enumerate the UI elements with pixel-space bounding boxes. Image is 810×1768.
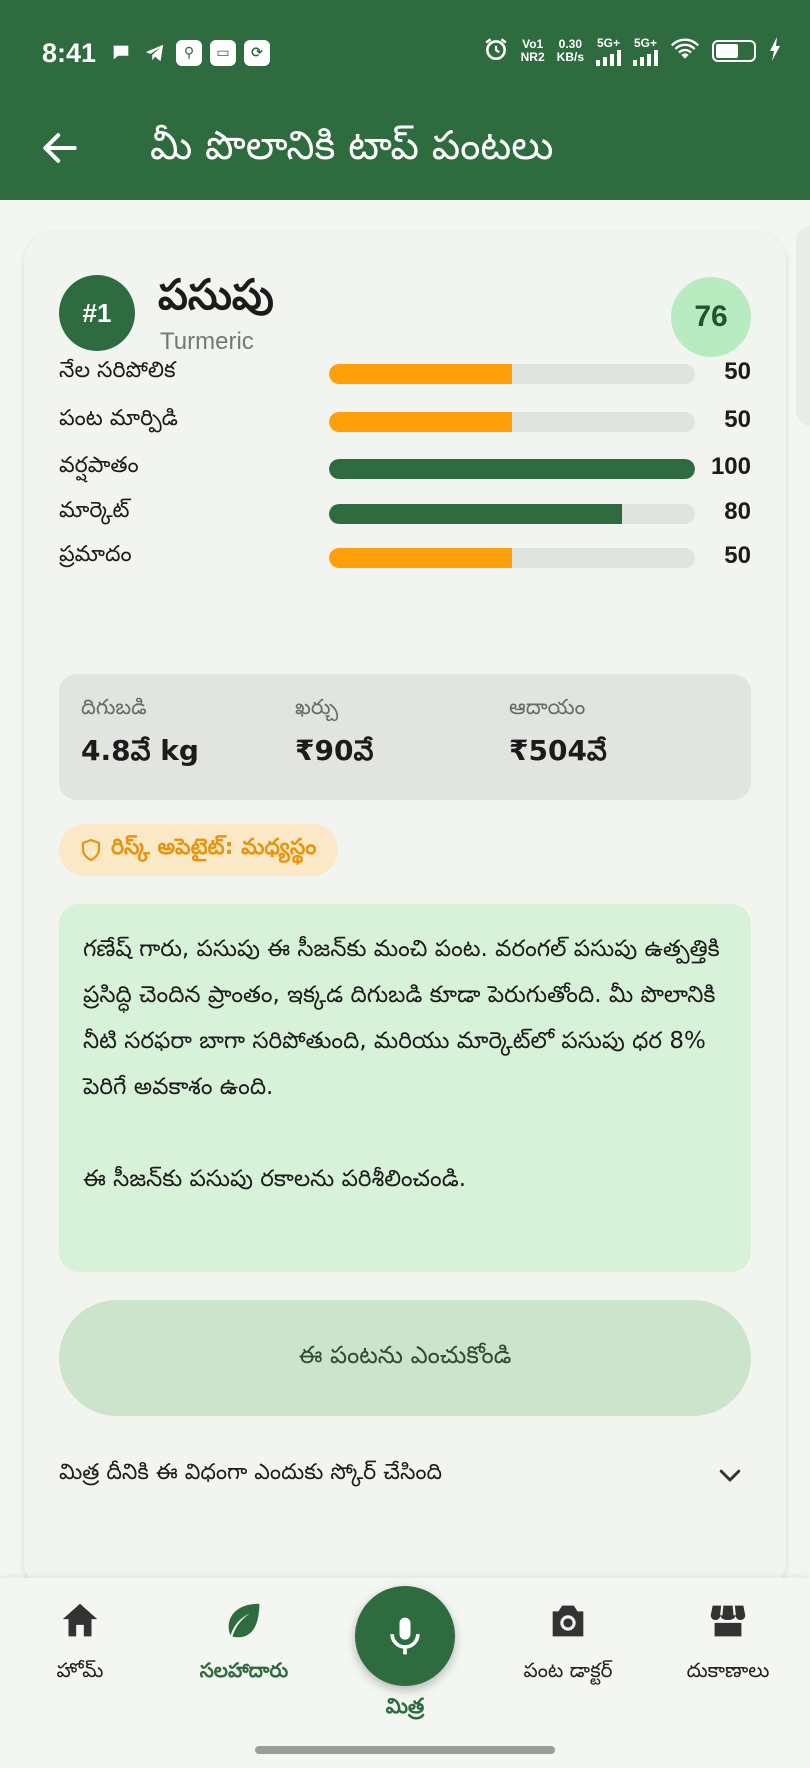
metric-label: ప్రమాదం xyxy=(59,542,132,567)
status-time: 8:41 xyxy=(42,38,97,68)
stat-value: ₹90వే xyxy=(295,734,374,767)
nav-advisor-label: సలహాదారు xyxy=(199,1658,289,1682)
signal-bars-icon xyxy=(633,49,658,66)
stat-cost: ఖర్చు ₹90వే xyxy=(295,692,373,768)
calendar-icon: ▭ xyxy=(210,40,236,66)
shield-icon xyxy=(81,838,101,862)
sim2-signal: 5G+ xyxy=(633,35,658,66)
sync-icon: ⟳ xyxy=(244,40,270,66)
sim1-label: 5G+ xyxy=(596,35,620,50)
metric-bar-fill xyxy=(329,364,512,384)
reason-paragraph: ఈ సీజన్‌కు పసుపు రకాలను పరిశీలించండి. xyxy=(83,1166,467,1192)
stat-label: దిగుబడి xyxy=(81,695,147,719)
metric-label: మార్కెట్ xyxy=(59,498,130,523)
net-top-text: Vo1 xyxy=(522,37,544,51)
metric-value: 80 xyxy=(724,498,751,525)
app-bar: మీ పొలానికి టాప్ పంటలు xyxy=(0,96,810,200)
metric-bar-track xyxy=(329,504,695,524)
store-icon xyxy=(710,1605,746,1637)
nav-shops[interactable]: దుకాణాలు xyxy=(668,1598,788,1684)
speed-unit: KB/s xyxy=(556,50,584,64)
nav-shops-label: దుకాణాలు xyxy=(686,1658,770,1682)
next-crop-card-peek[interactable] xyxy=(796,226,810,426)
nav-crop-doctor[interactable]: పంట డాక్టర్ xyxy=(500,1598,636,1684)
metric-bar-fill xyxy=(329,459,695,479)
score-explanation-label: మిత్ర దీనికి ఈ విధంగా ఎందుకు స్కోర్ చేసి… xyxy=(59,1460,443,1485)
metric-rainfall: వర్షపాతం 100 xyxy=(59,449,751,489)
metric-value: 50 xyxy=(724,406,751,433)
signal-bars-icon xyxy=(596,49,621,66)
battery-icon xyxy=(712,40,756,62)
stat-label: ఆదాయం xyxy=(509,695,586,719)
crop-name-english: Turmeric xyxy=(160,328,254,355)
speed-value: 0.30 xyxy=(558,37,582,51)
risk-appetite-text: రిస్క్ అపెటైట్: మధ్యస్థం xyxy=(111,835,317,860)
metric-bar-fill xyxy=(329,412,512,432)
reason-paragraph: గణేష్ గారు, పసుపు ఈ సీజన్‌కు మంచి పంట. వ… xyxy=(83,936,720,1100)
metric-bar-track xyxy=(329,412,695,432)
metric-bar-track xyxy=(329,364,695,384)
nav-mitra-label: మిత్ర xyxy=(385,1694,425,1718)
stat-value: 4.8వే kg xyxy=(81,734,199,767)
back-arrow-icon[interactable] xyxy=(38,126,82,170)
wifi-icon xyxy=(670,37,700,65)
stat-yield: దిగుబడి 4.8వే kg xyxy=(81,692,199,768)
leaf-icon xyxy=(228,1603,260,1638)
score-explanation-toggle[interactable]: మిత్ర దీనికి ఈ విధంగా ఎందుకు స్కోర్ చేసి… xyxy=(59,1446,751,1502)
status-indicators: Vo1 NR2 0.30 KB/s 5G+ 5G+ xyxy=(483,36,782,66)
charging-icon xyxy=(768,37,782,65)
chevron-down-icon xyxy=(719,1469,741,1482)
telegram-icon xyxy=(142,40,168,66)
net-bottom-text: NR2 xyxy=(520,50,545,64)
stat-income: ఆదాయం ₹504వే xyxy=(509,692,607,768)
metric-bar-track xyxy=(329,548,695,568)
microphone-icon xyxy=(390,1617,420,1655)
select-crop-button[interactable]: ఈ పంటను ఎంచుకోండి xyxy=(59,1300,751,1416)
metric-value: 50 xyxy=(724,358,751,385)
metric-market: మార్కెట్ 80 xyxy=(59,494,751,534)
sim2-label: 5G+ xyxy=(633,35,657,50)
metric-label: నేల సరిపోలిక xyxy=(59,358,176,383)
nav-advisor[interactable]: సలహాదారు xyxy=(176,1598,312,1684)
sim1-signal: 5G+ xyxy=(596,35,621,66)
recommendation-reason: గణేష్ గారు, పసుపు ఈ సీజన్‌కు మంచి పంట. వ… xyxy=(59,904,751,1272)
nav-crop-doctor-label: పంట డాక్టర్ xyxy=(523,1658,613,1682)
metric-label: పంట మార్పిడి xyxy=(59,406,178,431)
page-title: మీ పొలానికి టాప్ పంటలు xyxy=(150,123,554,169)
metric-risk: ప్రమాదం 50 xyxy=(59,538,751,578)
notification-icons: ⚲ ▭ ⟳ xyxy=(108,40,270,66)
risk-appetite-badge: రిస్క్ అపెటైట్: మధ్యస్థం xyxy=(59,824,339,876)
chat-bubble-icon xyxy=(108,40,134,66)
metric-bar-track xyxy=(329,459,695,479)
stat-value: ₹504వే xyxy=(509,734,607,767)
metric-value: 50 xyxy=(724,542,751,569)
network-indicator: Vo1 NR2 xyxy=(521,38,545,64)
stat-label: ఖర్చు xyxy=(295,695,339,719)
home-icon xyxy=(62,1603,98,1637)
gesture-home-indicator[interactable] xyxy=(255,1746,555,1754)
score-badge: 76 xyxy=(671,277,751,357)
status-bar: 8:41 ⚲ ▭ ⟳ Vo1 NR2 0.30 KB/s 5G+ 5G+ xyxy=(0,0,810,96)
rank-badge: #1 xyxy=(59,275,135,351)
metric-bar-fill xyxy=(329,504,622,524)
metric-label: వర్షపాతం xyxy=(59,453,139,478)
metric-value: 100 xyxy=(710,453,751,480)
camera-icon xyxy=(552,1605,584,1637)
crop-card: #1 పసుపు Turmeric 76 నేల సరిపోలిక 50 పంట… xyxy=(24,232,786,1592)
nav-home[interactable]: హోమ్ xyxy=(38,1598,122,1684)
alarm-icon xyxy=(483,36,509,66)
metric-bar-fill xyxy=(329,548,512,568)
crop-name: పసుపు xyxy=(158,270,274,319)
metric-crop-rotation: పంట మార్పిడి 50 xyxy=(59,402,751,442)
usb-icon: ⚲ xyxy=(176,40,202,66)
nav-home-label: హోమ్ xyxy=(56,1658,104,1682)
yield-cost-income-panel: దిగుబడి 4.8వే kg ఖర్చు ₹90వే ఆదాయం ₹504వ… xyxy=(59,674,751,800)
bottom-navigation: హోమ్ సలహాదారు మిత్ర పంట డాక్టర్ దుకాణాలు xyxy=(0,1578,810,1768)
metric-soil-match: నేల సరిపోలిక 50 xyxy=(59,354,751,394)
mitra-voice-button[interactable] xyxy=(355,1586,455,1686)
speed-indicator: 0.30 KB/s xyxy=(557,38,584,64)
